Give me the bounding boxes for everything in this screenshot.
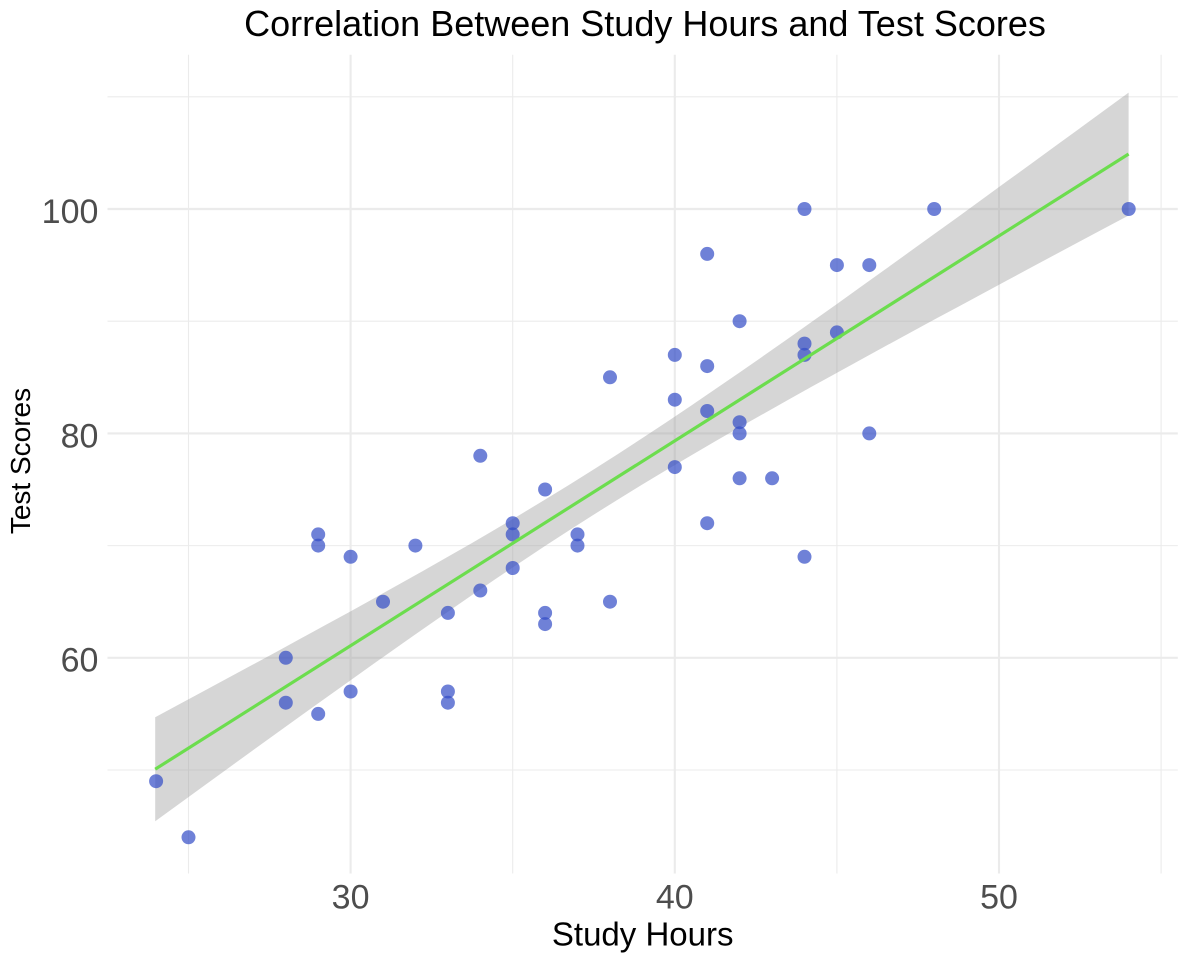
svg-text:Correlation Between Study Hour: Correlation Between Study Hours and Test… bbox=[244, 3, 1046, 44]
svg-text:100: 100 bbox=[42, 193, 99, 231]
svg-text:60: 60 bbox=[61, 642, 99, 680]
svg-text:Study Hours: Study Hours bbox=[552, 915, 734, 952]
svg-text:40: 40 bbox=[656, 878, 694, 916]
svg-text:30: 30 bbox=[332, 878, 370, 916]
svg-text:50: 50 bbox=[980, 878, 1018, 916]
svg-text:80: 80 bbox=[61, 417, 99, 455]
svg-text:Test Scores: Test Scores bbox=[5, 388, 36, 534]
